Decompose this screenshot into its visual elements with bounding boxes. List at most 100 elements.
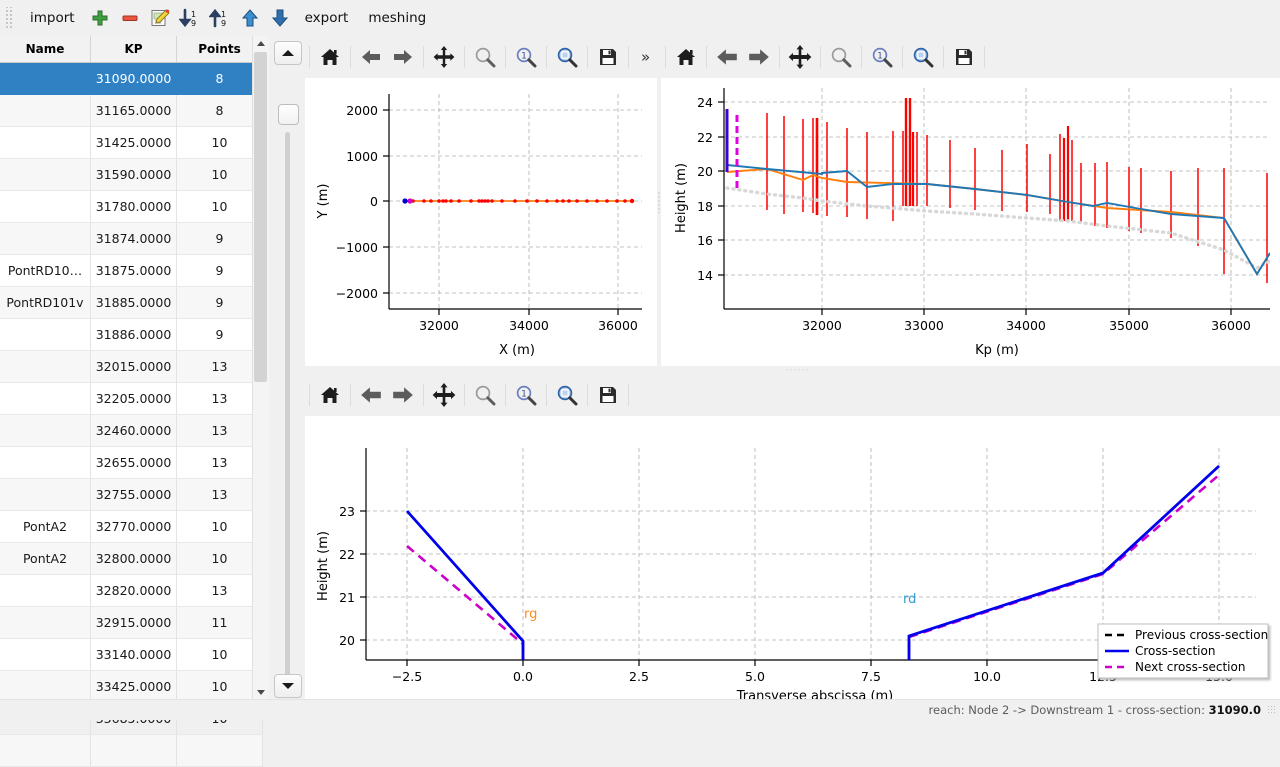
table-row[interactable]: 32755.0000 13 (0, 478, 263, 511)
cell-name[interactable] (0, 318, 91, 351)
cell-points[interactable]: 9 (176, 222, 263, 255)
table-row[interactable]: 32460.0000 13 (0, 414, 263, 447)
table-row[interactable]: 32205.0000 13 (0, 382, 263, 415)
cell-name[interactable]: PontA2 (0, 510, 91, 543)
home-icon[interactable] (670, 41, 702, 73)
table-row[interactable]: PontRD101v 31885.0000 9 (0, 286, 263, 319)
sort-desc-icon[interactable]: 1 9 (175, 3, 205, 33)
cell-points[interactable]: 13 (176, 478, 263, 511)
zoom-config-icon[interactable]: 1 (510, 379, 542, 411)
cell-points[interactable]: 13 (176, 446, 263, 479)
cell-points[interactable]: 10 (176, 670, 263, 703)
home-icon[interactable] (314, 379, 346, 411)
cell-name[interactable] (0, 190, 91, 223)
zoom-config-icon[interactable]: 1 (510, 41, 542, 73)
zoom-out-icon[interactable] (469, 41, 501, 73)
table-row[interactable]: 31780.0000 10 (0, 190, 263, 223)
cell-name[interactable]: PontRD101v (0, 286, 91, 319)
cell-kp[interactable]: 31165.0000 (90, 94, 177, 127)
table-row[interactable]: 32820.0000 13 (0, 574, 263, 607)
slider-down-button[interactable] (274, 674, 302, 698)
table-row[interactable]: 31874.0000 9 (0, 222, 263, 255)
cell-kp[interactable]: 32205.0000 (90, 382, 177, 415)
toolbar-drag-handle[interactable] (4, 7, 14, 29)
table-row[interactable]: 32655.0000 13 (0, 446, 263, 479)
cell-points[interactable]: 10 (176, 542, 263, 575)
move-down-icon[interactable] (265, 3, 295, 33)
cell-name[interactable] (0, 158, 91, 191)
back-arrow-icon[interactable] (355, 41, 387, 73)
cell-kp[interactable]: 32015.0000 (90, 350, 177, 383)
meshing-button[interactable]: meshing (368, 10, 427, 26)
table-row[interactable]: 32015.0000 13 (0, 350, 263, 383)
cell-kp[interactable]: 31780.0000 (90, 190, 177, 223)
cell-points[interactable]: 9 (176, 254, 263, 287)
cell-name[interactable]: PontRD10… (0, 254, 91, 287)
slider-groove[interactable] (285, 132, 290, 684)
cell-name[interactable] (0, 446, 91, 479)
cell-name[interactable] (0, 126, 91, 159)
table-row[interactable]: 31090.0000 8 (0, 62, 263, 95)
cell-kp[interactable]: 32820.0000 (90, 574, 177, 607)
cell-kp[interactable]: 32460.0000 (90, 414, 177, 447)
table-row[interactable]: PontA2 32800.0000 10 (0, 542, 263, 575)
cell-points[interactable]: 13 (176, 350, 263, 383)
cell-name[interactable] (0, 734, 91, 767)
table-row[interactable]: 31165.0000 8 (0, 94, 263, 127)
cell-name[interactable] (0, 638, 91, 671)
zoom-config-icon[interactable]: 1 (866, 41, 898, 73)
cell-kp[interactable]: 33425.0000 (90, 670, 177, 703)
cell-kp[interactable]: 32755.0000 (90, 478, 177, 511)
cell-name[interactable] (0, 222, 91, 255)
cell-points[interactable]: 10 (176, 638, 263, 671)
table-row[interactable]: PontRD10… 31875.0000 9 (0, 254, 263, 287)
cell-name[interactable] (0, 670, 91, 703)
table-row[interactable]: 31425.0000 10 (0, 126, 263, 159)
cell-points[interactable]: 8 (176, 62, 263, 95)
forward-arrow-icon[interactable] (743, 41, 775, 73)
cell-name[interactable] (0, 62, 91, 95)
table-row[interactable]: 32915.0000 11 (0, 606, 263, 639)
zoom-out-icon[interactable] (469, 379, 501, 411)
cell-name[interactable] (0, 606, 91, 639)
remove-icon[interactable] (115, 3, 145, 33)
zoom-rect-icon[interactable] (551, 379, 583, 411)
cell-kp[interactable]: 32915.0000 (90, 606, 177, 639)
table-row[interactable]: 31590.0000 10 (0, 158, 263, 191)
cell-kp[interactable]: 32770.0000 (90, 510, 177, 543)
table-row[interactable]: 33140.0000 10 (0, 638, 263, 671)
table-row[interactable] (0, 734, 263, 767)
cell-name[interactable] (0, 414, 91, 447)
cell-kp[interactable]: 31886.0000 (90, 318, 177, 351)
scroll-down-arrow-icon[interactable] (253, 685, 268, 700)
cell-points[interactable]: 8 (176, 94, 263, 127)
cell-name[interactable]: PontA2 (0, 542, 91, 575)
row-navigation-slider[interactable] (270, 36, 304, 700)
column-header-points[interactable]: Points (176, 36, 263, 63)
zoom-rect-icon[interactable] (907, 41, 939, 73)
move-up-icon[interactable] (235, 3, 265, 33)
cell-points[interactable]: 10 (176, 158, 263, 191)
slider-up-button[interactable] (274, 41, 302, 65)
slider-handle[interactable] (278, 104, 299, 125)
resize-grip[interactable] (1267, 705, 1277, 715)
cell-name[interactable] (0, 382, 91, 415)
cell-points[interactable]: 10 (176, 510, 263, 543)
pan-move-icon[interactable] (428, 379, 460, 411)
cell-name[interactable] (0, 94, 91, 127)
save-icon[interactable] (592, 379, 624, 411)
home-icon[interactable] (314, 41, 346, 73)
save-icon[interactable] (592, 41, 624, 73)
pan-move-icon[interactable] (784, 41, 816, 73)
export-button[interactable]: export (304, 10, 349, 26)
sort-asc-icon[interactable]: 1 9 (205, 3, 235, 33)
cell-name[interactable] (0, 574, 91, 607)
import-button[interactable]: import (30, 10, 75, 26)
cell-kp[interactable]: 31875.0000 (90, 254, 177, 287)
table-row[interactable]: 33425.0000 10 (0, 670, 263, 703)
back-arrow-icon[interactable] (711, 41, 743, 73)
cell-points[interactable]: 11 (176, 606, 263, 639)
save-icon[interactable] (948, 41, 980, 73)
edit-icon[interactable] (145, 3, 175, 33)
cell-kp[interactable]: 31425.0000 (90, 126, 177, 159)
